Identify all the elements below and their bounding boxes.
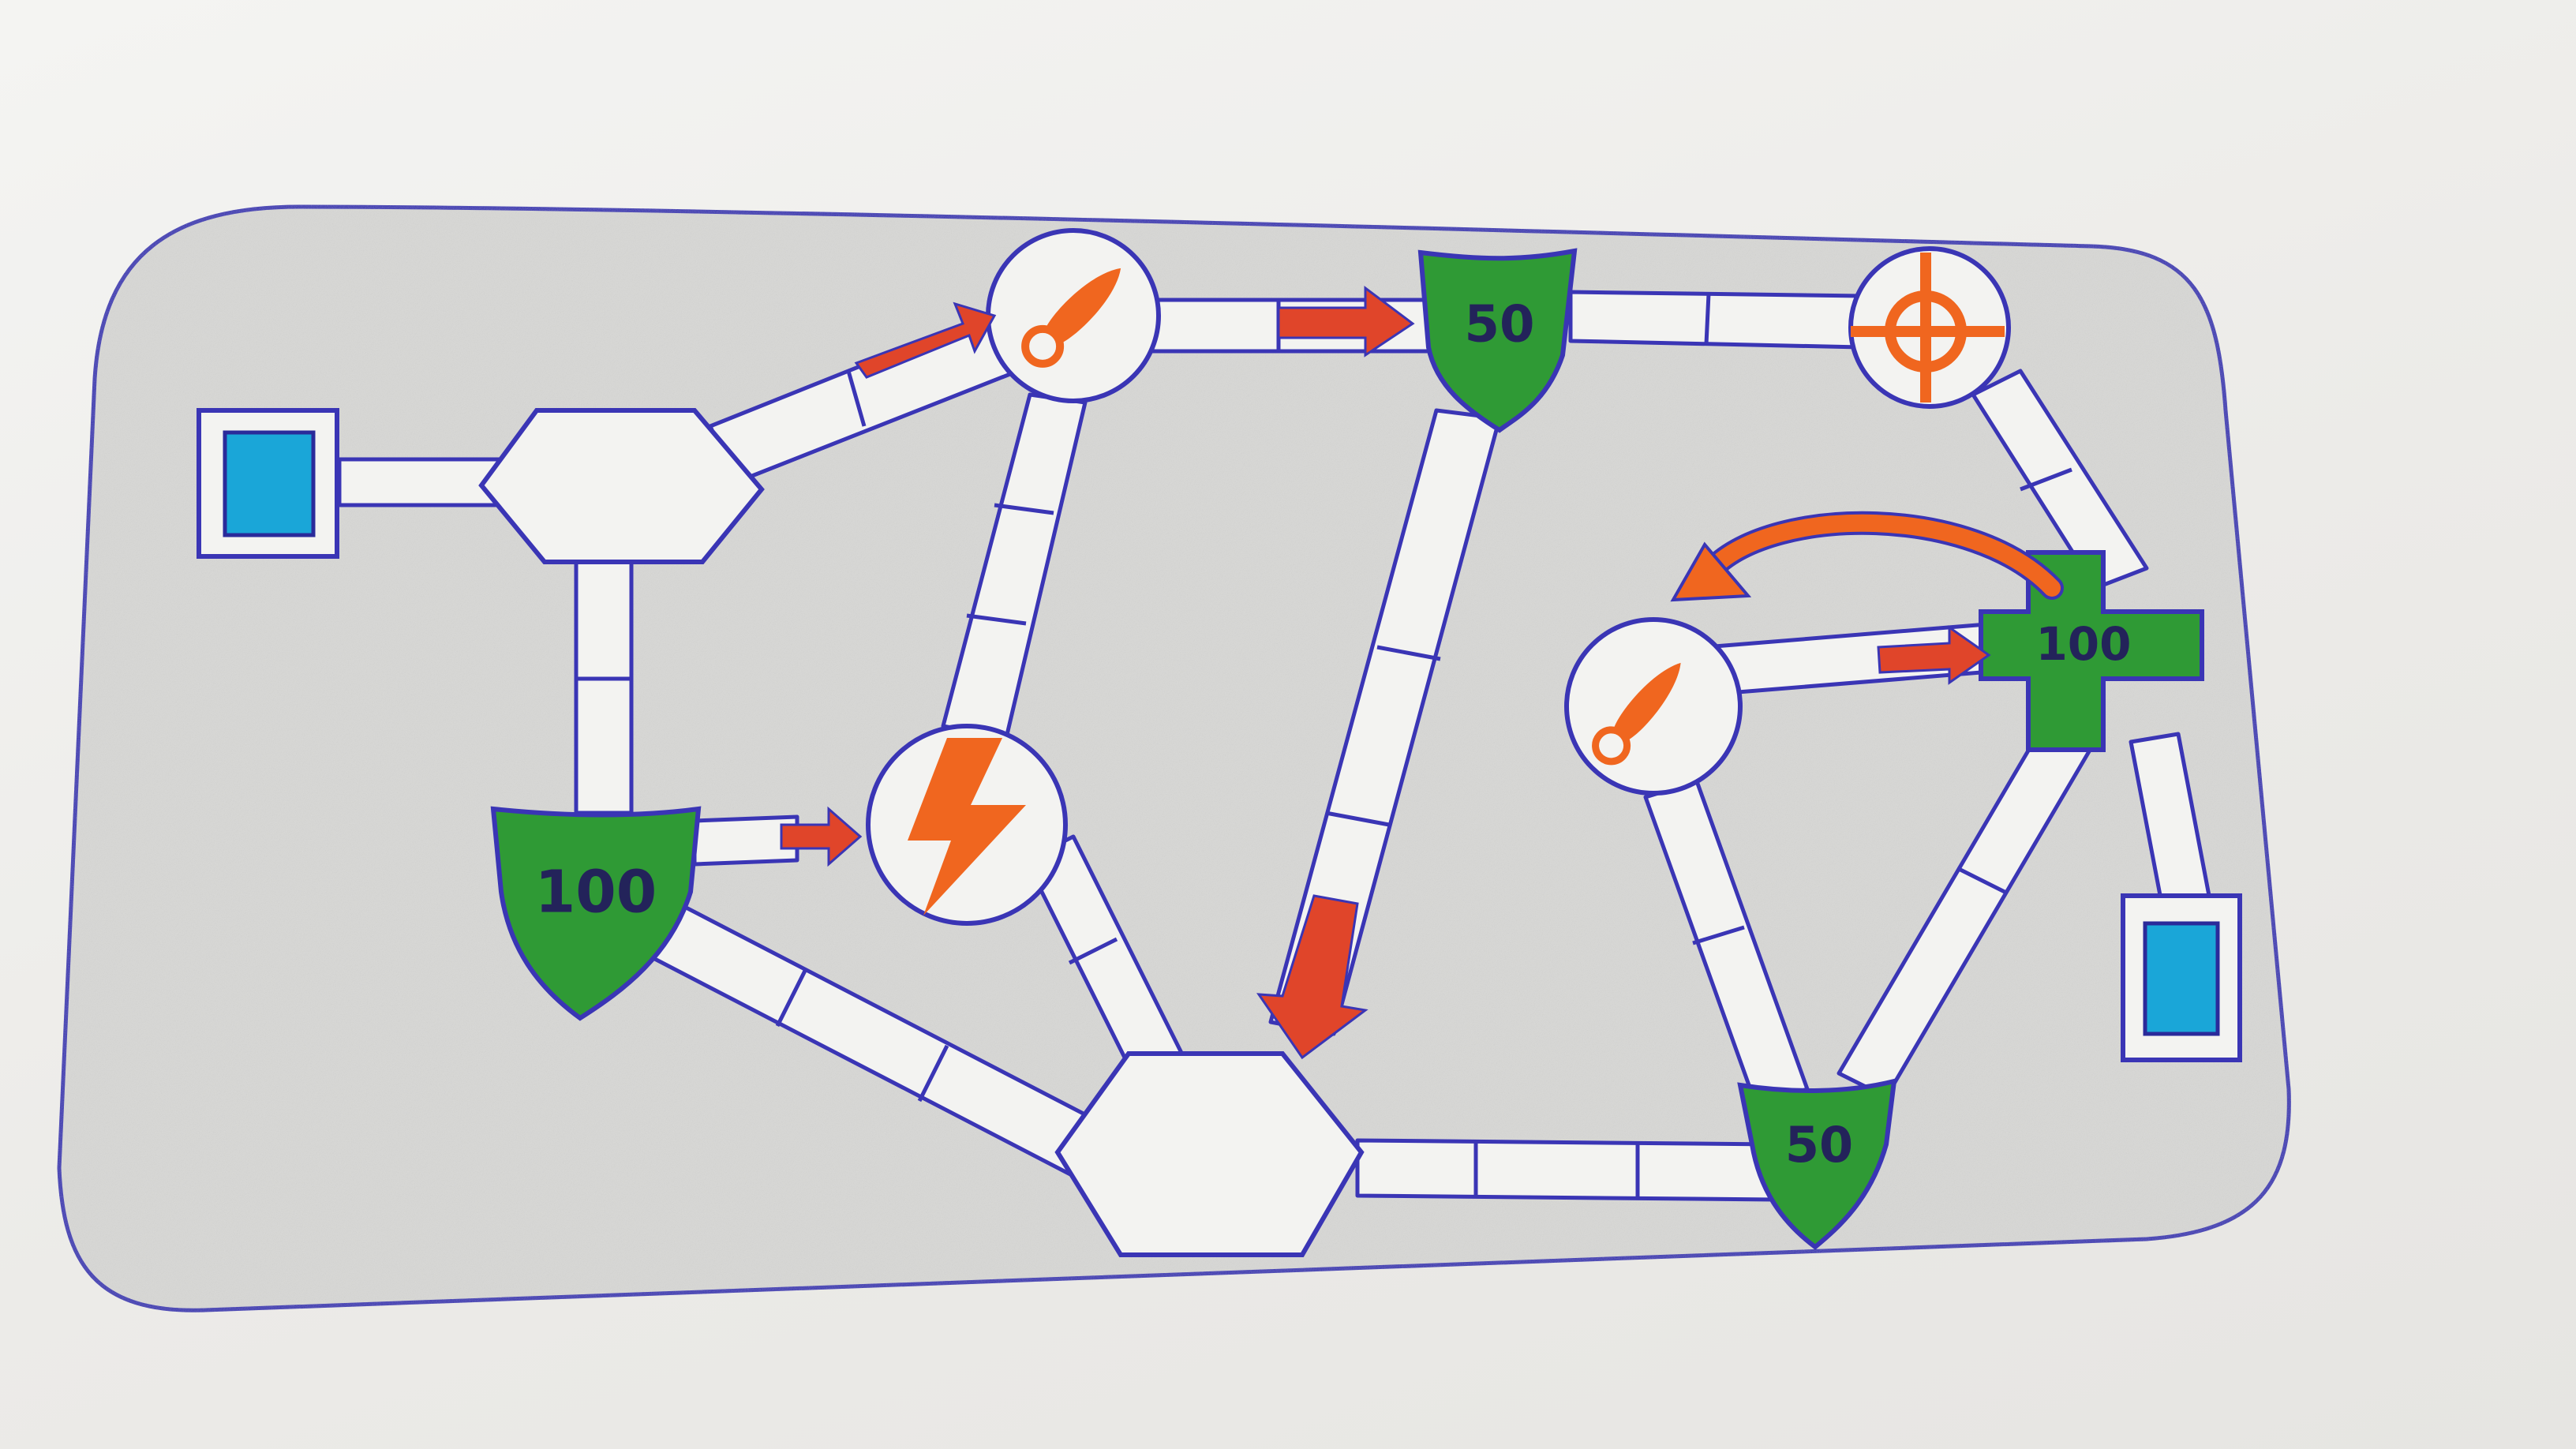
path-divider [1376,645,1441,661]
crosshair-icon [1851,253,2005,402]
path-divider [966,613,1027,626]
rocket-icon [1592,662,1681,766]
portal-left[interactable] [197,408,339,559]
shield-value: 100 [535,859,657,927]
crosshair-node[interactable] [1848,246,2011,409]
lightning-icon [908,738,1026,915]
portal-icon [223,430,316,537]
path-divider [1068,937,1118,965]
path-hex-to-shield100 [574,550,634,815]
arrow-right-icon [1877,625,1991,685]
rocket-pickup-right[interactable] [1564,617,1743,796]
path-divider [917,1044,949,1103]
path-divider [846,370,867,427]
shield-bottom-right[interactable]: 50 [1737,1078,1897,1250]
path-divider [1692,925,1745,945]
shield-top[interactable]: 50 [1417,248,1578,433]
arrow-right-icon [780,806,863,867]
shield-value: 50 [1785,1116,1853,1174]
path-divider [1325,811,1390,827]
hexagon-node-bottom[interactable] [1054,1051,1365,1257]
path-divider [1704,293,1711,345]
paths [337,290,2212,1202]
health-cross[interactable]: 100 [1979,550,2204,752]
path-crosshair-to-cross [1971,369,2149,590]
path-portal-to-hex [337,457,507,507]
path-divider [2020,467,2072,492]
arrow-right-icon [1277,286,1415,358]
rocket-pickup-top[interactable] [986,228,1161,403]
path-divider [1956,866,2006,894]
path-divider [994,503,1054,515]
shield-value: 50 [1464,296,1534,354]
lightning-pickup[interactable] [866,724,1068,926]
shield-left[interactable]: 100 [490,806,702,1021]
curved-return-arrow-icon [1670,511,2064,602]
arrow-down-icon [1256,894,1368,1060]
hexagon-node-top[interactable] [478,408,765,564]
rocket-icon [1021,268,1121,368]
portal-right[interactable] [2121,893,2242,1062]
path-shield50-to-crosshair [1568,290,1865,350]
health-value: 100 [2035,617,2131,671]
arrow-right-icon [854,301,997,379]
path-hexbottom-to-shield50b [1355,1138,1778,1202]
portal-icon [2143,921,2220,1036]
direction-arrows [780,286,1991,1060]
path-divider [775,969,807,1028]
